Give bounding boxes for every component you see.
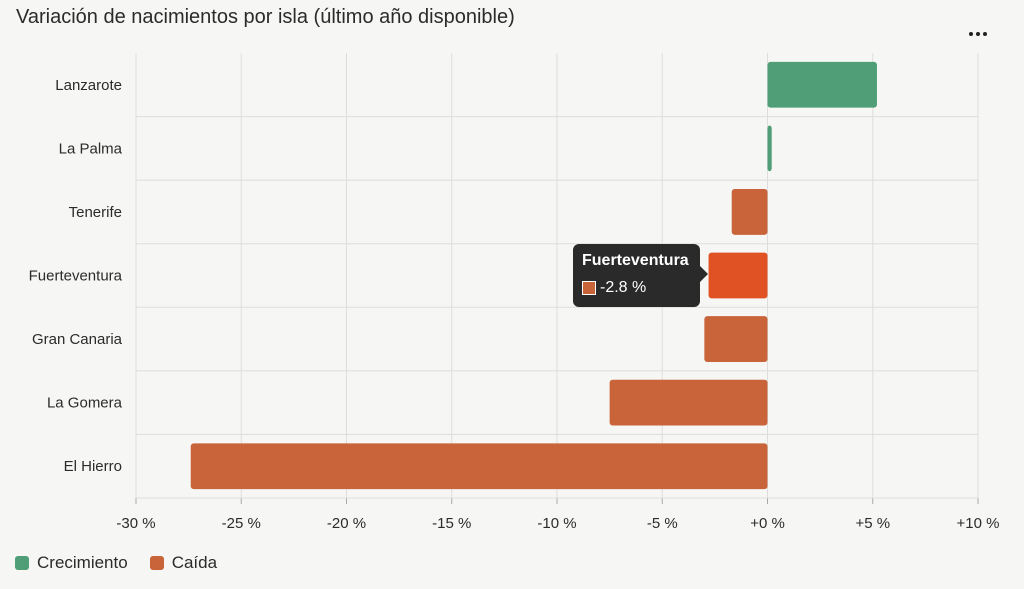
y-tick-label: Lanzarote xyxy=(55,77,122,94)
more-horizontal-icon-dot xyxy=(983,32,987,36)
y-tick-label: Gran Canaria xyxy=(32,331,123,348)
x-tick-label: -25 % xyxy=(222,515,261,532)
y-tick-label: Fuerteventura xyxy=(29,268,123,285)
bar xyxy=(767,125,772,172)
y-tick-label: La Gomera xyxy=(47,395,123,412)
more-horizontal-icon-dot xyxy=(976,32,980,36)
bar xyxy=(708,252,768,299)
legend-item-decline[interactable]: Caída xyxy=(149,553,218,573)
legend-swatch-growth xyxy=(15,556,29,570)
legend-item-growth[interactable]: Crecimiento xyxy=(15,553,128,573)
bar xyxy=(609,379,768,426)
tooltip-value: -2.8 % xyxy=(600,279,647,296)
legend-label-growth: Crecimiento xyxy=(37,553,128,572)
bar-chart: -30 % -25 % -20 % -15 % -10 % -5 % +0 % +5 % +10… xyxy=(29,53,1000,532)
tooltip-row: -2.8 % xyxy=(582,279,691,297)
more-options-button[interactable] xyxy=(960,20,996,48)
x-tick-label: +10 % xyxy=(957,515,1000,532)
x-tick-label: -15 % xyxy=(432,515,471,532)
x-tick-label: -30 % xyxy=(116,515,155,532)
bar xyxy=(731,189,768,235)
x-tick-label: -10 % xyxy=(537,515,576,532)
y-tick-label: El Hierro xyxy=(64,458,122,475)
legend-label-decline: Caída xyxy=(171,553,218,572)
tooltip-title: Fuerteventura xyxy=(582,252,689,269)
x-tick-label: -20 % xyxy=(327,515,366,532)
x-tick-label: -5 % xyxy=(647,515,678,532)
tooltip: Fuerteventura -2.8 % xyxy=(573,244,708,307)
bar xyxy=(704,316,768,362)
legend-swatch-decline xyxy=(149,556,164,570)
tooltip-swatch xyxy=(582,281,596,295)
bar xyxy=(190,443,768,490)
x-tick-label: +5 % xyxy=(855,515,890,532)
chart-title: Variación de nacimientos por isla (últim… xyxy=(16,6,515,28)
more-horizontal-icon xyxy=(969,32,973,36)
y-tick-label: Tenerife xyxy=(69,204,122,221)
x-tick-label: +0 % xyxy=(750,515,785,532)
bar xyxy=(767,61,877,108)
legend: Crecimiento Caída xyxy=(15,553,239,573)
y-tick-label: La Palma xyxy=(59,140,123,157)
